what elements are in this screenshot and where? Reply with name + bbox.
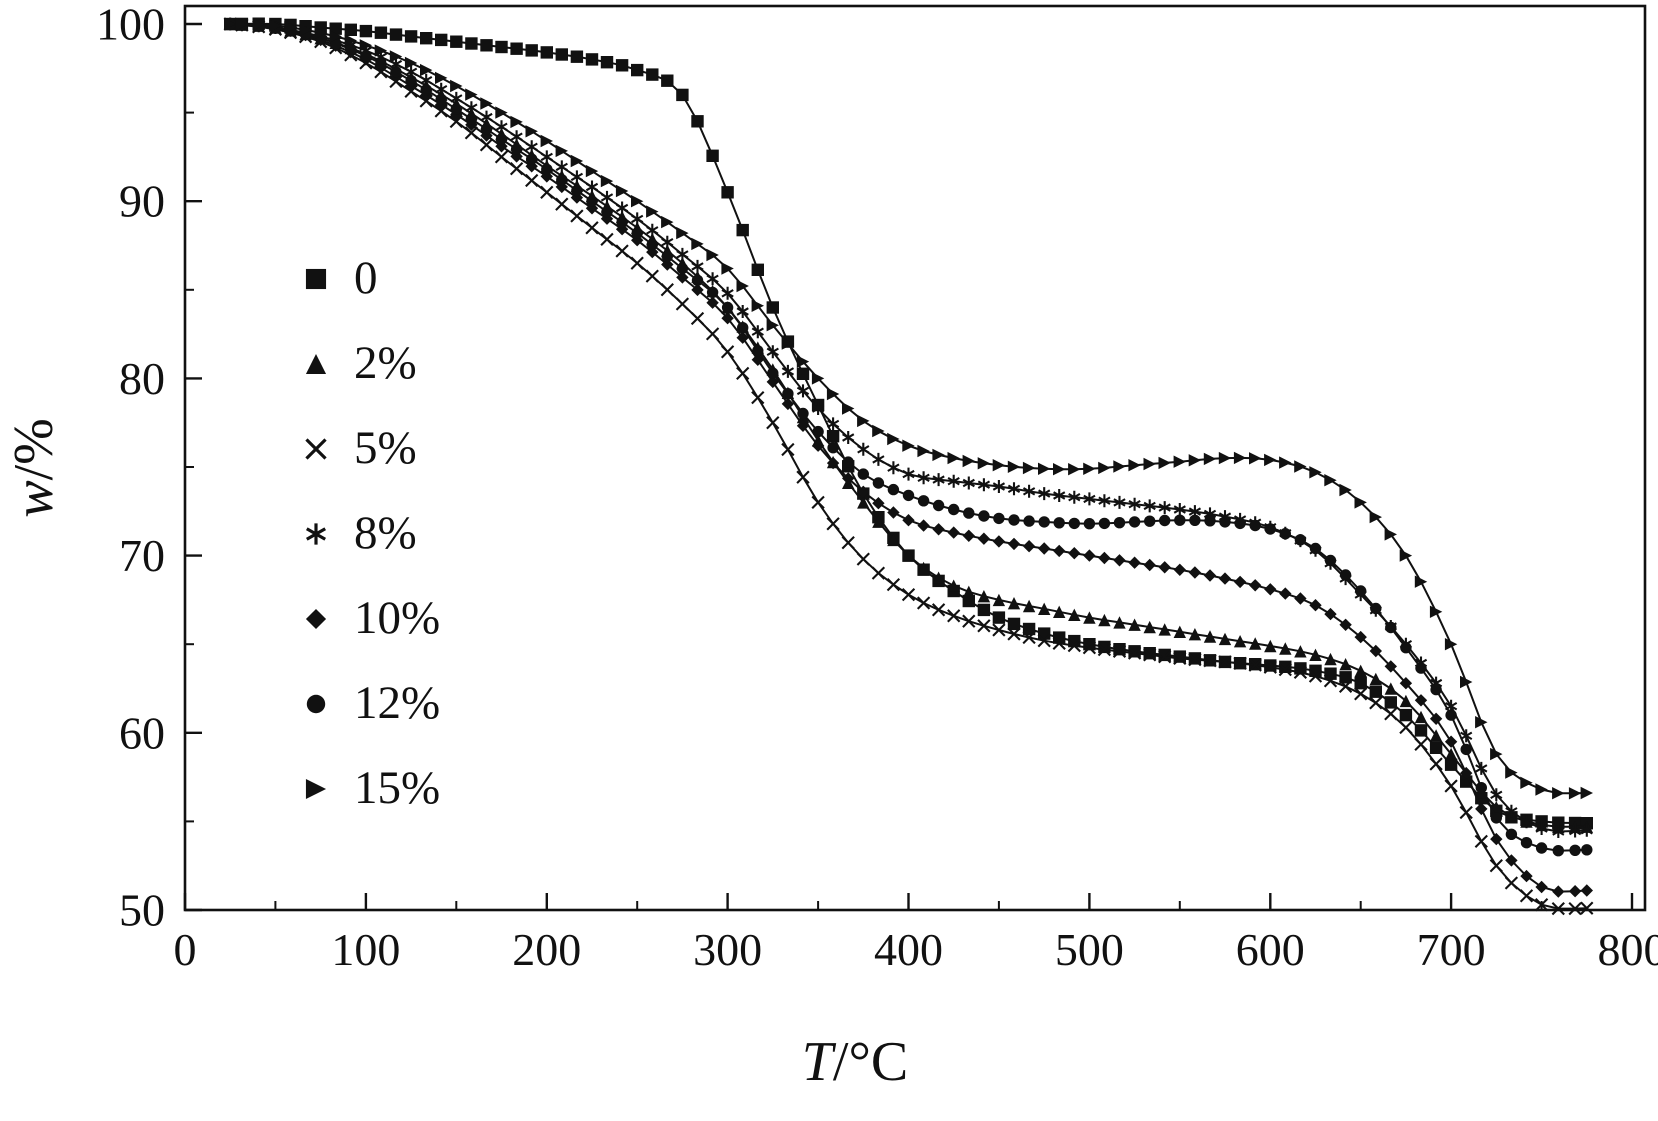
legend-item: 2%: [298, 321, 440, 406]
square-marker-icon: [305, 268, 327, 289]
legend-label: 10%: [354, 592, 441, 644]
x-tick-label: 600: [1236, 924, 1305, 975]
y-tick-label: 80: [119, 353, 165, 404]
x-tick-label: 0: [174, 924, 197, 975]
asterisk-marker-icon: [305, 522, 327, 545]
y-tick-label: 100: [96, 0, 165, 50]
series-2-x: [223, 17, 1594, 916]
axes-frame: [183, 4, 1647, 912]
x-tick-label: 100: [331, 924, 400, 975]
x-tick-label: 800: [1598, 924, 1658, 975]
legend-label: 15%: [354, 762, 441, 814]
legend: 0 2% 5% 8% 10% 12% 15%: [298, 236, 440, 831]
y-tick-label: 70: [119, 530, 165, 581]
y-tick-label: 60: [119, 707, 165, 758]
series-6-triangle-right: [224, 17, 1593, 800]
diamond-marker-icon: [305, 608, 327, 629]
x-tick-label: 200: [512, 924, 581, 975]
triangle-right-marker-icon: [305, 778, 327, 799]
legend-item: 12%: [298, 661, 440, 746]
x-tick-label: 700: [1417, 924, 1486, 975]
x-tick-label: 300: [693, 924, 762, 975]
legend-label: 2%: [354, 337, 417, 389]
legend-item: 0: [298, 236, 440, 321]
legend-item: 8%: [298, 491, 440, 576]
circle-marker-icon: [306, 694, 326, 713]
legend-label: 8%: [354, 507, 417, 559]
y-axis-title: w/%: [3, 418, 65, 518]
legend-item: 10%: [298, 576, 440, 661]
series-5-circle: [224, 18, 1593, 857]
x-tick-label: 500: [1055, 924, 1124, 975]
legend-item: 5%: [298, 406, 440, 491]
y-tick-label: 50: [119, 885, 165, 936]
x-tick-label: 400: [874, 924, 943, 975]
x-marker-icon: [305, 437, 327, 460]
y-tick-label: 90: [119, 176, 165, 227]
legend-item: 15%: [298, 746, 440, 831]
triangle-up-marker-icon: [305, 353, 327, 374]
legend-label: 5%: [354, 422, 417, 474]
legend-label: 12%: [354, 677, 441, 729]
x-axis-title: T/°C: [802, 1031, 908, 1093]
legend-label: 0: [354, 252, 378, 304]
